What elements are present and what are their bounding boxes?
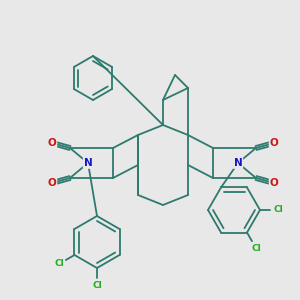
Text: Cl: Cl [273,206,283,214]
Text: Cl: Cl [54,260,64,268]
Text: O: O [270,178,278,188]
Text: O: O [48,178,56,188]
Text: Cl: Cl [92,281,102,290]
Text: O: O [270,138,278,148]
Text: N: N [234,158,242,168]
Text: O: O [48,138,56,148]
Text: Cl: Cl [251,244,261,253]
Text: N: N [84,158,92,168]
